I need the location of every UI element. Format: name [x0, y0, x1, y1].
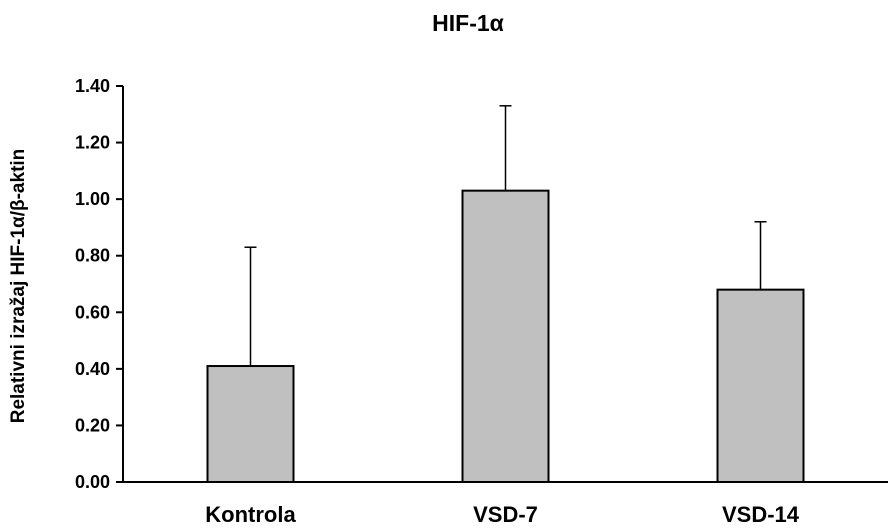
bar-kontrola — [206, 365, 295, 483]
y-tick-label: 0.20 — [75, 415, 110, 435]
chart-title: HIF-1α — [432, 10, 504, 36]
y-tick-label: 1.00 — [75, 189, 110, 209]
y-tick-label: 0.60 — [75, 302, 110, 322]
bar-vsd-14 — [716, 288, 805, 483]
y-tick-label: 1.40 — [75, 76, 110, 96]
plot-area: 0.00 0.20 0.40 0.60 0.80 1.00 1.20 1.40 Kontrola… — [75, 76, 888, 527]
y-axis-label: Relativni izražaj HIF-1α/β-aktin — [8, 149, 29, 424]
y-tick-label: 0.00 — [75, 472, 110, 492]
x-tick-label: Kontrola — [205, 502, 296, 527]
y-tick-label: 0.40 — [75, 359, 110, 379]
y-tick-label: 0.80 — [75, 246, 110, 266]
y-tick-label: 1.20 — [75, 133, 110, 153]
bar-vsd-7 — [461, 189, 550, 484]
x-tick-label: VSD-7 — [473, 502, 538, 527]
x-tick-label: VSD-14 — [722, 502, 800, 527]
